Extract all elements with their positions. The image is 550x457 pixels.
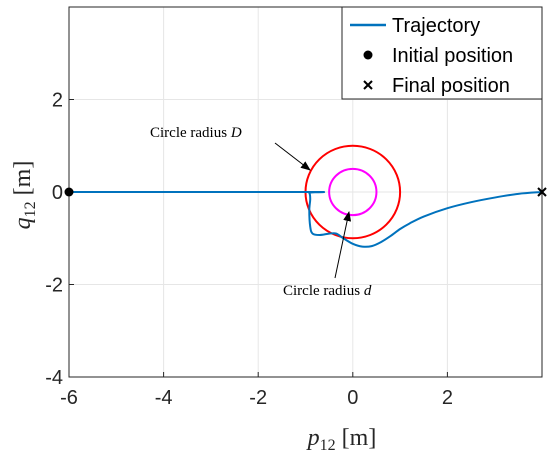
x-tick-label: -6 [60, 387, 78, 409]
y-axis-label: q12[m] [10, 161, 39, 230]
y-tick-label: 0 [52, 182, 63, 204]
annotation-circle-D: Circle radius D [150, 125, 242, 141]
legend-initial-swatch [363, 50, 373, 60]
legend-final-label: Final position [392, 75, 510, 97]
y-tick-label: -4 [45, 367, 63, 389]
x-tick-label: 0 [347, 387, 358, 409]
legend: Trajectory Initial position Final positi… [341, 6, 543, 100]
x-tick-label: -4 [155, 387, 173, 409]
final-position-marker [537, 187, 547, 197]
annotation-arrow-D [274, 142, 311, 171]
circle-radius-d [328, 167, 378, 217]
legend-box [341, 6, 543, 100]
initial-position-marker [64, 187, 74, 197]
annotation-arrow-d [334, 211, 352, 279]
legend-initial-label: Initial position [392, 45, 513, 67]
y-tick-label: 2 [52, 90, 63, 112]
x-tick-label: 2 [442, 387, 453, 409]
legend-trajectory-label: Trajectory [392, 15, 480, 37]
x-tick-label: -2 [249, 387, 267, 409]
x-axis-label: p12 [m] [306, 425, 377, 454]
trajectory-line [69, 190, 542, 248]
ticks: -6 -4 -2 0 2-4-202 [45, 90, 453, 410]
annotation-circle-d: Circle radius d [283, 283, 372, 299]
legend-final-swatch [363, 80, 373, 90]
y-tick-label: -2 [45, 275, 63, 297]
